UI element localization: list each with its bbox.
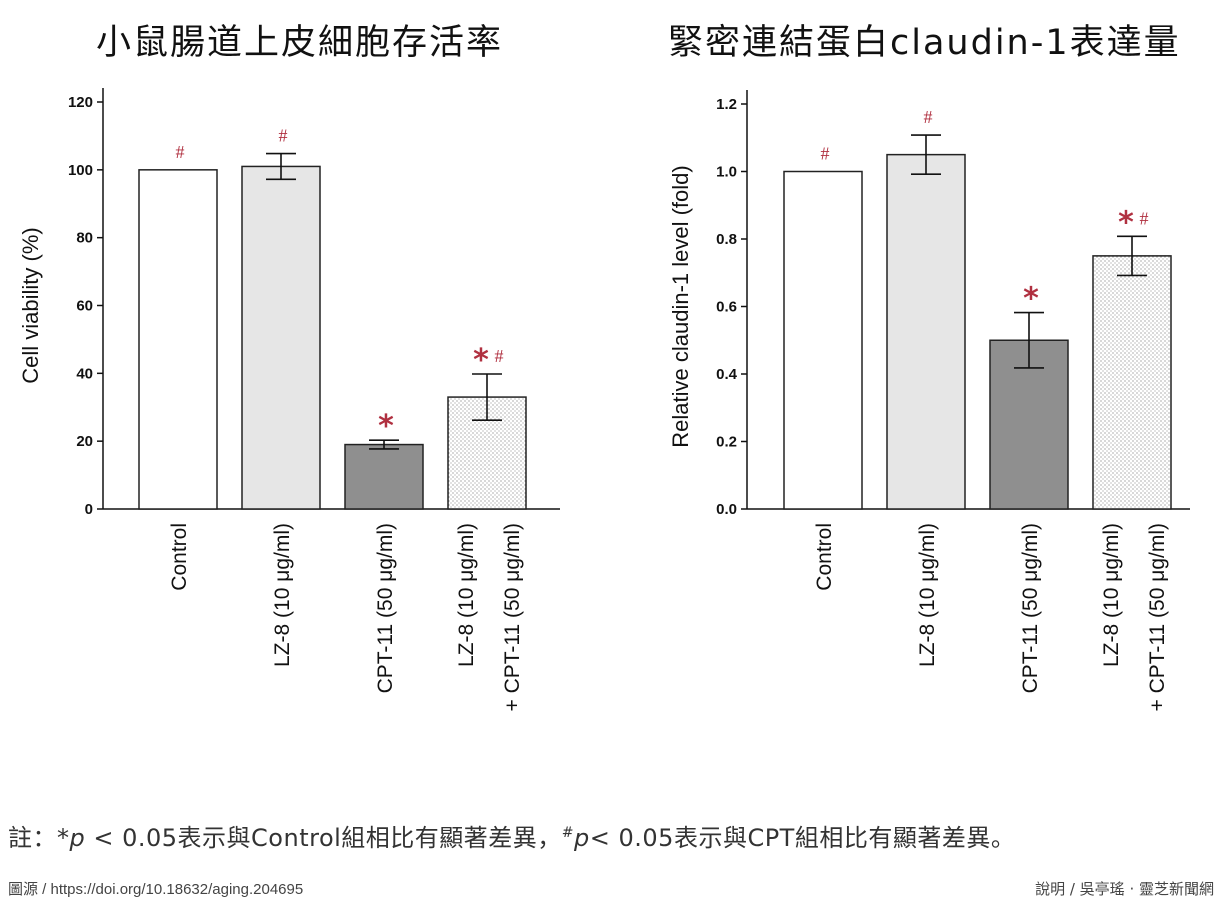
chart2-bar (886, 153, 966, 510)
chart1-y-tick-label: 20 (76, 433, 93, 450)
chart1-sig-hash: # (495, 346, 504, 366)
chart2-y-tick-label: 1.2 (716, 96, 737, 113)
chart1-y-axis-label: Cell viability (%) (18, 227, 43, 383)
chart1-bar (344, 443, 424, 510)
chart1-y-tick-label: 80 (76, 230, 93, 247)
chart1-bar (241, 165, 321, 510)
chart1-sig-star: * (378, 409, 394, 444)
chart2-category-label: LZ-8 (10 μg/ml) (916, 523, 939, 667)
chart2-y-tick-label: 0.2 (716, 434, 737, 451)
chart2-sig-hash: # (821, 144, 830, 164)
chart2-category-label: CPT-11 (50 μg/ml) (1019, 523, 1042, 693)
footnote-p-symbol-2: p (574, 824, 590, 852)
chart1-y-tick-label: 120 (68, 94, 93, 111)
footnote-star: * (57, 824, 70, 852)
chart1-sig-star: * (473, 343, 489, 378)
chart2-category-label: LZ-8 (10 μg/ml) (1100, 523, 1123, 667)
chart2-sig-star: * (1118, 205, 1134, 240)
footnote-text-control: < 0.05表示與Control組相比有顯著差異， (85, 824, 562, 852)
chart1-y-tick-label: 40 (76, 365, 93, 382)
footnote: 註：*p < 0.05表示與Control組相比有顯著差異，#p< 0.05表示… (8, 818, 1015, 853)
chart1-sig-hash: # (279, 126, 288, 146)
chart1-sig-hash: # (176, 142, 185, 162)
chart1-category-label: LZ-8 (10 μg/ml) (271, 523, 294, 667)
chart2-category-label: Control (813, 523, 836, 591)
image-source: 圖源 / https://doi.org/10.18632/aging.2046… (8, 881, 304, 898)
chart2-y-tick-label: 0.0 (716, 501, 737, 518)
chart1-category-label: LZ-8 (10 μg/ml) (455, 523, 478, 667)
chart1-category-label: CPT-11 (50 μg/ml) (374, 523, 397, 693)
chart2-y-tick-label: 1.0 (716, 164, 737, 181)
footnote-p-symbol: p (69, 824, 86, 852)
chart2-y-tick-label: 0.8 (716, 231, 737, 248)
chart-title-claudin: 緊密連結蛋白claudin-1表達量 (668, 23, 1181, 63)
footnote-hash: # (561, 825, 575, 841)
footnote-prefix: 註： (8, 824, 57, 852)
chart1-bar (138, 169, 218, 510)
chart1-bar (447, 396, 527, 510)
chart1-category-label: Control (168, 523, 191, 591)
chart2-y-axis-label: Relative claudin-1 level (fold) (668, 165, 693, 447)
chart1-y-tick-label: 0 (85, 501, 93, 518)
chart2-y-tick-label: 0.6 (716, 299, 737, 316)
chart1-y-tick-label: 60 (76, 298, 93, 315)
footnote-text-cpt: < 0.05表示與CPT組相比有顯著差異。 (589, 824, 1016, 852)
chart2-bar (1092, 255, 1172, 510)
chart1-y-tick-label: 100 (68, 162, 93, 179)
chart1-category-label: + CPT-11 (50 μg/ml) (501, 523, 524, 712)
image-credit: 說明 / 吳亭瑤 · 靈芝新聞網 (1035, 880, 1214, 898)
chart-title-viability: 小鼠腸道上皮細胞存活率 (96, 23, 504, 63)
bar-charts: 0 20 40 60 80 100 120 Cell viability (%) # Contro… (18, 88, 1190, 712)
chart2-sig-hash: # (924, 107, 933, 127)
chart2-sig-hash: # (1140, 208, 1149, 228)
chart2-bar (783, 170, 863, 510)
chart2-category-label: + CPT-11 (50 μg/ml) (1146, 523, 1169, 712)
chart2-sig-star: * (1023, 282, 1039, 317)
chart2-y-tick-label: 0.4 (716, 366, 738, 383)
